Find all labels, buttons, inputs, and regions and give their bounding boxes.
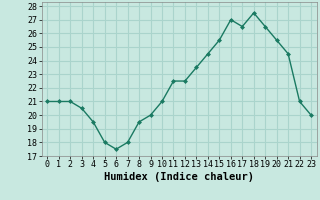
X-axis label: Humidex (Indice chaleur): Humidex (Indice chaleur): [104, 172, 254, 182]
